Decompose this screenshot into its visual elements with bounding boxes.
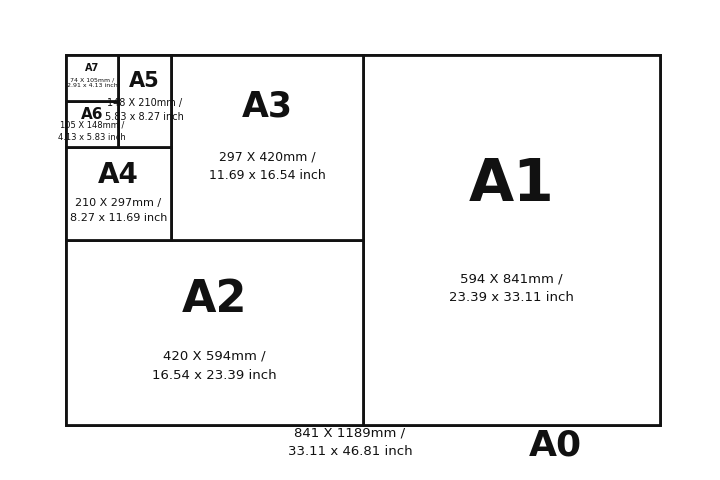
Text: A1: A1 — [469, 156, 554, 213]
Text: 841 X 1189mm /
33.11 x 46.81 inch: 841 X 1189mm / 33.11 x 46.81 inch — [288, 426, 413, 458]
Text: 297 X 420mm /
11.69 x 16.54 inch: 297 X 420mm / 11.69 x 16.54 inch — [209, 150, 325, 182]
Text: 594 X 841mm /
23.39 x 33.11 inch: 594 X 841mm / 23.39 x 33.11 inch — [449, 272, 574, 304]
Text: 148 X 210mm /
5.83 x 8.27 inch: 148 X 210mm / 5.83 x 8.27 inch — [105, 98, 184, 122]
Text: 420 X 594mm /
16.54 x 23.39 inch: 420 X 594mm / 16.54 x 23.39 inch — [153, 350, 277, 382]
Bar — [66, 101, 119, 147]
Text: A0: A0 — [528, 429, 582, 463]
Text: A6: A6 — [81, 107, 104, 121]
Bar — [171, 55, 364, 240]
Text: 105 X 148mm /
4.13 x 5.83 inch: 105 X 148mm / 4.13 x 5.83 inch — [58, 121, 126, 142]
Bar — [66, 240, 364, 425]
Text: A7: A7 — [85, 63, 99, 73]
Text: 210 X 297mm /
8.27 x 11.69 inch: 210 X 297mm / 8.27 x 11.69 inch — [70, 198, 167, 223]
Text: A4: A4 — [98, 161, 139, 189]
Bar — [364, 55, 660, 425]
Bar — [119, 55, 171, 147]
Bar — [66, 147, 171, 240]
Bar — [66, 55, 660, 425]
Text: A3: A3 — [242, 90, 292, 124]
Bar — [66, 55, 119, 101]
Text: 74 X 105mm /
2.91 x 4.13 inch: 74 X 105mm / 2.91 x 4.13 inch — [67, 77, 117, 88]
Text: A2: A2 — [182, 278, 248, 321]
Text: A5: A5 — [130, 71, 160, 91]
